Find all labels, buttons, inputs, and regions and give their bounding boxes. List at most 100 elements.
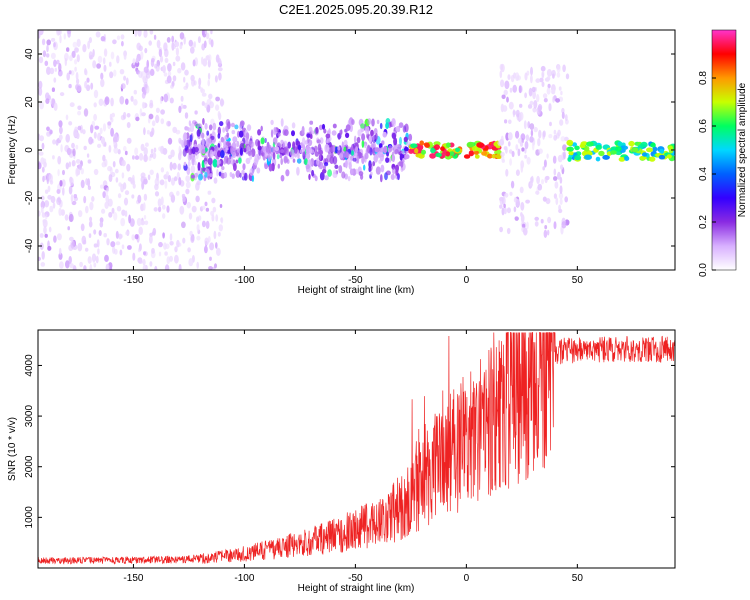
heatmap-cell [103, 48, 108, 57]
heatmap-cell [652, 146, 658, 153]
heatmap-cell [80, 179, 85, 189]
heatmap-cell [204, 237, 209, 246]
heatmap-cell [194, 161, 197, 166]
heatmap-cell [52, 155, 55, 160]
heatmap-cell [177, 163, 182, 171]
heatmap-cell [59, 180, 63, 187]
heatmap-cell [92, 254, 96, 264]
heatmap-cell [46, 177, 49, 185]
heatmap-cell [201, 101, 205, 106]
heatmap-cell [157, 198, 162, 207]
heatmap-cell [84, 68, 87, 76]
heatmap-cell [68, 256, 72, 264]
heatmap-cell [305, 164, 310, 170]
heatmap-cell [345, 152, 350, 159]
heatmap-cell [536, 94, 540, 103]
heatmap-cell [324, 162, 329, 167]
heatmap-cell [78, 210, 83, 218]
heatmap-cell [97, 132, 102, 141]
heatmap-cell [122, 111, 127, 120]
heatmap-cell [360, 123, 366, 129]
heatmap-cell [338, 165, 343, 174]
heatmap-cell [49, 205, 54, 213]
heatmap-cell [370, 129, 374, 137]
heatmap-cell [198, 85, 201, 89]
heatmap-cell [202, 167, 206, 172]
heatmap-cell [308, 173, 311, 180]
heatmap-cell [103, 64, 107, 72]
heatmap-cell [220, 217, 224, 224]
heatmap-cell [194, 110, 198, 115]
y-tick-label: 3000 [24, 405, 35, 428]
heatmap-cell [78, 163, 82, 171]
heatmap-cell [166, 120, 172, 127]
heatmap-cell [194, 121, 198, 127]
heatmap-cell [257, 140, 261, 147]
heatmap-cell [337, 149, 341, 156]
heatmap-cell [59, 261, 64, 269]
heatmap-cell [169, 97, 174, 104]
heatmap-cell [150, 148, 154, 154]
heatmap-cell [196, 224, 200, 232]
heatmap-cell [120, 83, 126, 90]
heatmap-cell [410, 143, 418, 148]
heatmap-cell [327, 169, 332, 177]
heatmap-cell [61, 179, 66, 188]
heatmap-cell [77, 242, 83, 252]
heatmap-cell [283, 129, 289, 137]
heatmap-cell [292, 141, 296, 150]
heatmap-cell [144, 47, 148, 54]
heatmap-cell [219, 99, 225, 106]
heatmap-cell [502, 105, 508, 112]
heatmap-cell [111, 207, 115, 214]
heatmap-cell [215, 242, 218, 249]
heatmap-cell [172, 162, 177, 170]
heatmap-cell [165, 171, 169, 177]
heatmap-cell [567, 156, 572, 162]
heatmap-cell [74, 47, 79, 53]
heatmap-cell [121, 40, 124, 47]
heatmap-cell [117, 193, 122, 199]
heatmap-cell [314, 145, 318, 153]
heatmap-cell [206, 130, 210, 136]
heatmap-cell [244, 172, 248, 181]
heatmap-cell [178, 105, 182, 114]
heatmap-cell [166, 75, 172, 84]
heatmap-cell [143, 127, 146, 136]
heatmap-cell [375, 166, 381, 175]
heatmap-cell [620, 145, 629, 150]
heatmap-cell [205, 207, 210, 212]
heatmap-cell [116, 35, 121, 41]
heatmap-cell [125, 231, 130, 236]
heatmap-cell [196, 261, 199, 269]
heatmap-cell [65, 114, 69, 121]
heatmap-cell [558, 208, 563, 214]
heatmap-cell [429, 153, 436, 159]
heatmap-cell [217, 150, 221, 158]
heatmap-cell [48, 226, 52, 233]
heatmap-cell [382, 131, 387, 138]
heatmap-cell [44, 200, 50, 208]
heatmap-cell [134, 155, 140, 160]
heatmap-cell [54, 67, 57, 72]
heatmap-cell [121, 209, 126, 216]
heatmap-cell [45, 98, 50, 104]
heatmap-cell [137, 194, 142, 204]
heatmap-cell [510, 74, 515, 83]
heatmap-cell [143, 147, 148, 156]
heatmap-cell [280, 158, 284, 165]
heatmap-cell [640, 141, 648, 148]
heatmap-cell [162, 204, 166, 210]
heatmap-cell [553, 134, 558, 141]
heatmap-cell [155, 64, 160, 72]
heatmap-cell [41, 251, 45, 260]
heatmap-cell [167, 63, 172, 72]
heatmap-cell [210, 210, 215, 216]
heatmap-cell [143, 251, 146, 256]
heatmap-cell [314, 151, 319, 157]
heatmap-cell [46, 126, 50, 132]
heatmap-cell [122, 182, 127, 190]
heatmap-cell [77, 110, 82, 116]
heatmap-cell [113, 248, 118, 255]
heatmap-cell [86, 153, 90, 158]
